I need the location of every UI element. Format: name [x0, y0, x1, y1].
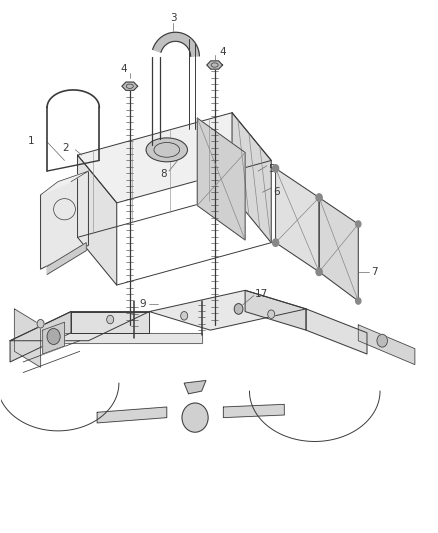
Circle shape	[234, 304, 243, 314]
Ellipse shape	[146, 138, 187, 162]
Polygon shape	[122, 82, 138, 91]
Polygon shape	[10, 312, 71, 362]
Ellipse shape	[182, 403, 208, 432]
Polygon shape	[47, 243, 86, 274]
Polygon shape	[149, 290, 306, 330]
Polygon shape	[14, 309, 41, 367]
Circle shape	[316, 194, 322, 201]
Polygon shape	[10, 312, 149, 341]
Polygon shape	[41, 171, 88, 269]
Text: 2: 2	[63, 143, 69, 154]
Polygon shape	[245, 290, 306, 330]
Circle shape	[107, 316, 114, 324]
Polygon shape	[306, 309, 367, 354]
Text: 4: 4	[120, 64, 127, 74]
Circle shape	[356, 221, 361, 227]
Polygon shape	[71, 312, 149, 333]
Circle shape	[37, 319, 44, 328]
Circle shape	[377, 334, 388, 347]
Polygon shape	[197, 118, 245, 240]
Circle shape	[316, 268, 322, 276]
Polygon shape	[97, 407, 167, 423]
Text: 5: 5	[268, 165, 275, 174]
Polygon shape	[319, 198, 358, 301]
Polygon shape	[43, 322, 64, 354]
Polygon shape	[41, 171, 88, 195]
Polygon shape	[207, 61, 223, 69]
Text: 6: 6	[273, 187, 280, 197]
Text: 4: 4	[219, 47, 226, 56]
Circle shape	[317, 269, 322, 275]
Polygon shape	[223, 405, 284, 418]
Polygon shape	[358, 325, 415, 365]
Text: 3: 3	[170, 13, 177, 23]
Polygon shape	[78, 113, 271, 203]
Circle shape	[181, 312, 187, 320]
Polygon shape	[62, 333, 201, 343]
Text: 7: 7	[371, 267, 378, 277]
Circle shape	[317, 195, 322, 201]
Text: 9: 9	[140, 298, 146, 309]
Circle shape	[47, 328, 60, 344]
Polygon shape	[232, 113, 271, 243]
Text: 17: 17	[255, 289, 268, 299]
Circle shape	[356, 298, 361, 304]
Circle shape	[268, 310, 275, 318]
Polygon shape	[184, 381, 206, 394]
Circle shape	[272, 239, 279, 246]
Polygon shape	[276, 168, 319, 272]
Polygon shape	[78, 155, 117, 285]
Polygon shape	[153, 33, 199, 56]
Text: 8: 8	[160, 169, 166, 179]
Circle shape	[272, 165, 279, 172]
Text: 1: 1	[28, 136, 34, 146]
